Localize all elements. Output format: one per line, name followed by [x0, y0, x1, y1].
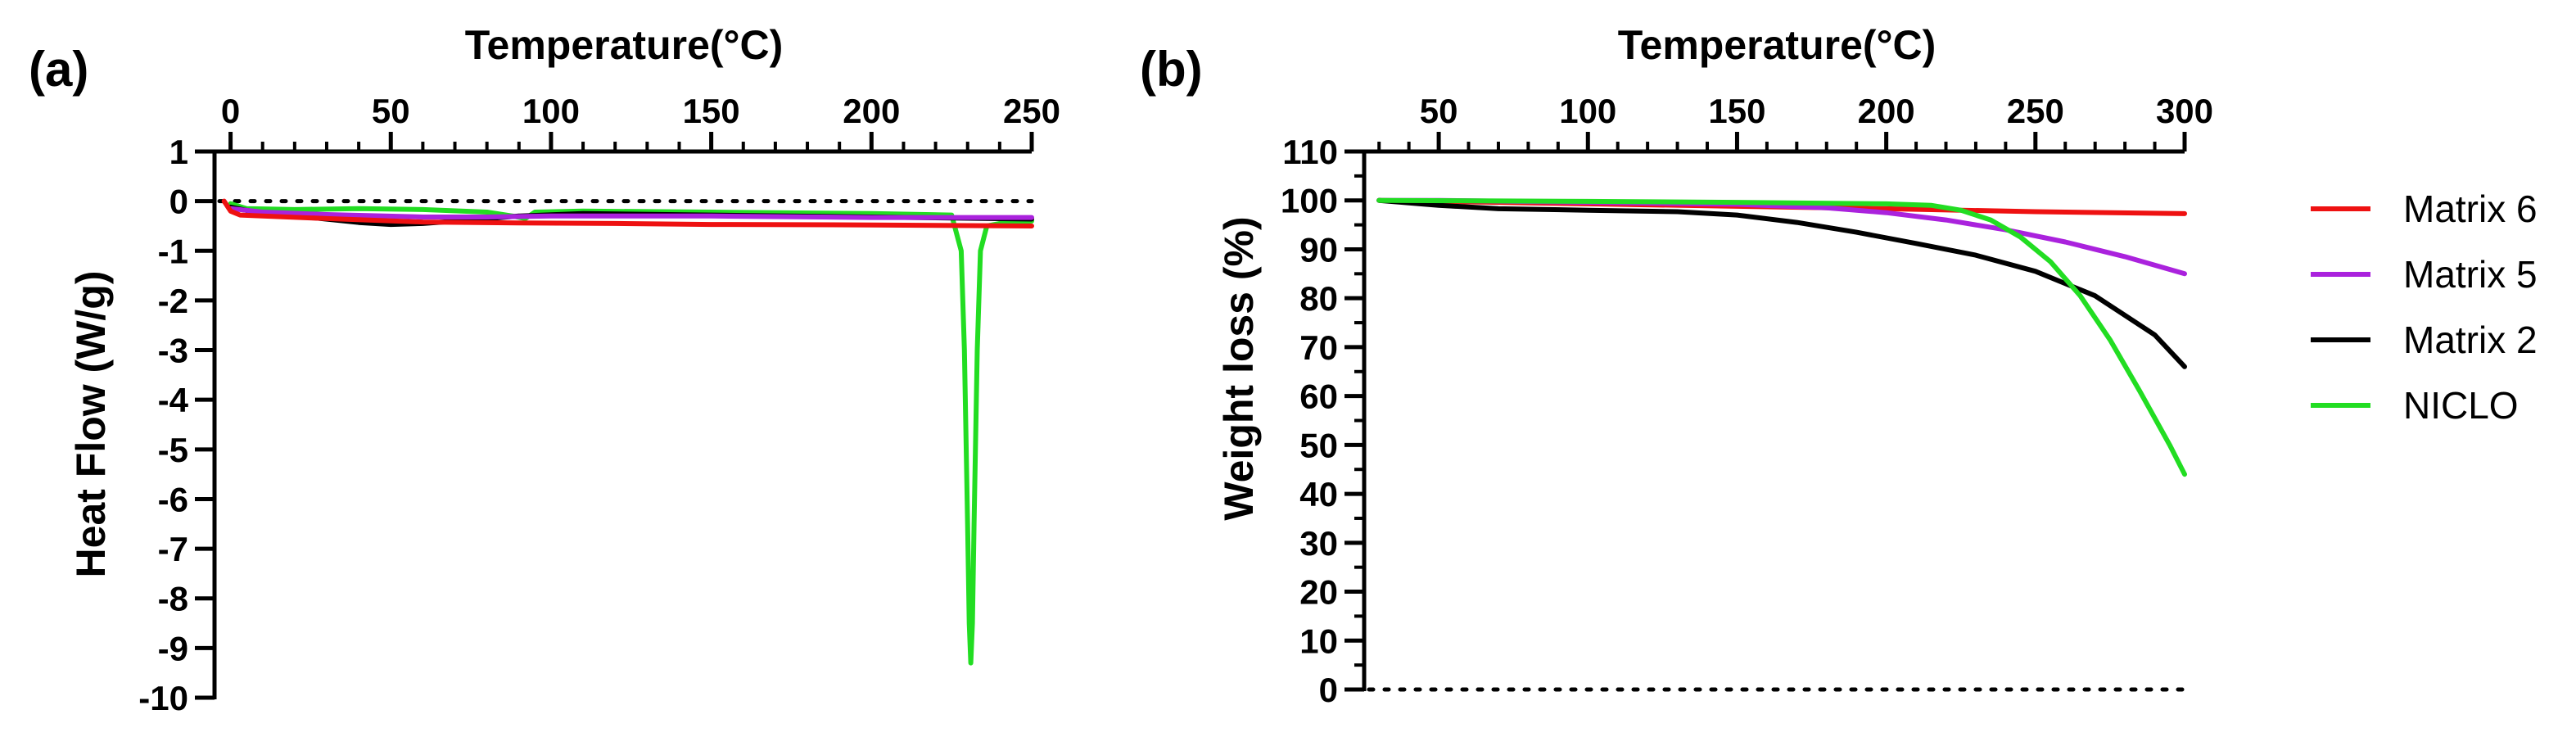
series-line-a-niclo	[228, 201, 1034, 666]
y-tick-label-a-10: -10	[138, 679, 188, 717]
y-tick-label-b-30: 30	[1299, 524, 1338, 563]
x-tick-label-b-150: 150	[1708, 92, 1765, 130]
x-axis-title-b: Temperature(°C)	[1618, 22, 1937, 68]
x-tick-label-a-250: 250	[1003, 92, 1060, 130]
x-tick-label-b-200: 200	[1858, 92, 1915, 130]
x-tick-label-b-100: 100	[1559, 92, 1616, 130]
y-tick-label-a-1: -1	[158, 232, 188, 270]
legend-label-matrix-2: Matrix 2	[2403, 319, 2538, 361]
series-line-a-matrix-5	[228, 206, 1034, 220]
y-tick-label-b-40: 40	[1299, 475, 1338, 513]
y-tick-label-a-1: 1	[169, 133, 188, 171]
y-tick-label-b-10: 10	[1299, 622, 1338, 660]
x-tick-label-a-150: 150	[683, 92, 740, 130]
legend-label-matrix-5: Matrix 5	[2403, 253, 2538, 296]
x-tick-label-a-200: 200	[843, 92, 900, 130]
y-tick-label-a-3: -3	[158, 332, 188, 370]
y-tick-label-b-70: 70	[1299, 328, 1338, 367]
y-tick-label-a-4: -4	[158, 381, 189, 419]
y-tick-label-b-110: 110	[1282, 133, 1338, 171]
panel-a: (a) Temperature(°C) Heat Flow (W/g) 0 50 100 1…	[29, 22, 1060, 717]
legend-label-niclo: NICLO	[2403, 384, 2519, 427]
y-tick-label-a-9: -9	[158, 629, 188, 667]
x-tick-label-a-100: 100	[522, 92, 580, 130]
x-tick-label-a-0: 0	[221, 92, 240, 130]
y-tick-label-a-2: -2	[158, 282, 188, 320]
x-tick-label-b-250: 250	[2007, 92, 2064, 130]
legend: Matrix 6 Matrix 5 Matrix 2 NICLO	[2311, 188, 2538, 427]
x-tick-label-a-50: 50	[372, 92, 410, 130]
legend-label-matrix-6: Matrix 6	[2403, 188, 2538, 230]
x-tick-label-b-50: 50	[1420, 92, 1458, 130]
y-tick-label-b-50: 50	[1299, 426, 1338, 464]
y-tick-label-b-90: 90	[1299, 230, 1338, 269]
panel-label-b: (b)	[1140, 42, 1203, 97]
series-line-a-matrix-6	[221, 198, 1034, 228]
y-tick-label-b-0: 0	[1319, 671, 1338, 709]
series-line-b-matrix-2	[1376, 197, 2187, 369]
panel-label-a: (a)	[29, 42, 88, 97]
y-axis-title-a: Heat Flow (W/g)	[68, 271, 114, 578]
y-tick-label-a-8: -8	[158, 580, 188, 618]
y-tick-label-b-100: 100	[1281, 182, 1338, 220]
y-tick-label-a-6: -6	[158, 480, 188, 518]
x-tick-label-b-300: 300	[2156, 92, 2213, 130]
y-tick-label-b-80: 80	[1299, 279, 1338, 318]
series-line-b-niclo	[1376, 197, 2187, 477]
y-tick-label-a-5: -5	[158, 431, 188, 469]
y-tick-label-b-60: 60	[1299, 378, 1338, 416]
y-tick-label-a-0: 0	[169, 183, 188, 221]
panel-b: (b) Temperature(°C)Weight loss (%)50 100 15…	[1140, 22, 2213, 709]
y-tick-label-b-20: 20	[1299, 573, 1338, 612]
x-axis-title-a: Temperature(°C)	[465, 22, 784, 68]
y-axis-title-b: Weight loss (%)	[1216, 216, 1262, 520]
y-tick-label-a-7: -7	[158, 530, 188, 568]
